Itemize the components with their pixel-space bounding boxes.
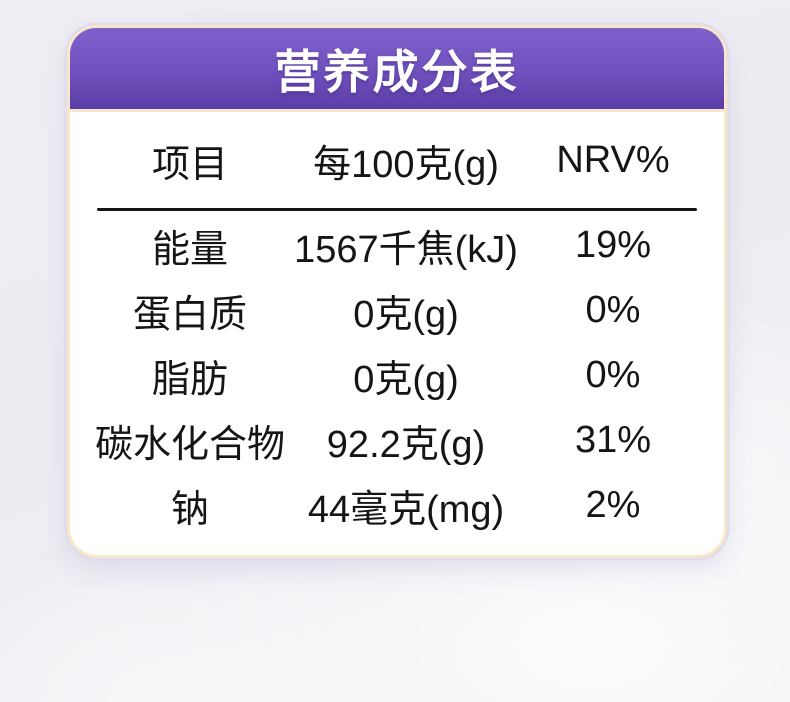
nutrition-table: 项目 每100克(g) NRV% 能量 1567千焦(kJ) 19% 蛋白质 0… bbox=[70, 112, 724, 538]
table-row-sodium: 钠 44毫克(mg) 2% bbox=[97, 473, 697, 538]
nutrient-name: 脂肪 bbox=[151, 359, 228, 401]
table-rows: 能量 1567千焦(kJ) 19% 蛋白质 0克(g) 0% 脂肪 0克(g) … bbox=[95, 211, 697, 538]
nutrition-card-header: 营养成分表 bbox=[70, 28, 724, 112]
nutrient-nrv: 19% bbox=[574, 224, 652, 266]
nutrient-amount: 0克(g) bbox=[353, 359, 459, 401]
table-row-carbohydrate: 碳水化合物 92.2克(g) 31% bbox=[95, 408, 697, 473]
nutrient-nrv: 0% bbox=[585, 289, 641, 331]
nutrient-amount: 92.2克(g) bbox=[326, 424, 486, 466]
nutrient-name: 钠 bbox=[170, 489, 209, 531]
nutrient-name: 能量 bbox=[151, 229, 228, 271]
table-header-row: 项目 每100克(g) NRV% bbox=[97, 112, 697, 208]
table-row-fat: 脂肪 0克(g) 0% bbox=[97, 343, 697, 408]
column-header-item: 项目 bbox=[151, 143, 228, 186]
nutrient-name: 蛋白质 bbox=[132, 294, 247, 336]
nutrient-amount: 0克(g) bbox=[353, 294, 459, 336]
nutrient-amount: 1567千焦(kJ) bbox=[294, 229, 518, 271]
nutrient-amount: 44毫克(mg) bbox=[307, 489, 505, 531]
table-row-energy: 能量 1567千焦(kJ) 19% bbox=[97, 213, 697, 278]
column-header-nrv: NRV% bbox=[556, 138, 670, 181]
header-divider bbox=[97, 208, 697, 211]
nutrition-facts-card: 营养成分表 项目 每100克(g) NRV% 能量 1567千焦(kJ) 19%… bbox=[67, 25, 727, 558]
nutrition-table-title: 营养成分表 bbox=[274, 45, 520, 98]
nutrient-nrv: 2% bbox=[585, 484, 641, 526]
nutrient-nrv: 31% bbox=[574, 419, 652, 461]
nutrient-nrv: 0% bbox=[585, 354, 641, 396]
table-row-protein: 蛋白质 0克(g) 0% bbox=[97, 278, 697, 343]
column-header-per100g: 每100克(g) bbox=[313, 143, 499, 186]
nutrient-name: 碳水化合物 bbox=[95, 424, 286, 466]
